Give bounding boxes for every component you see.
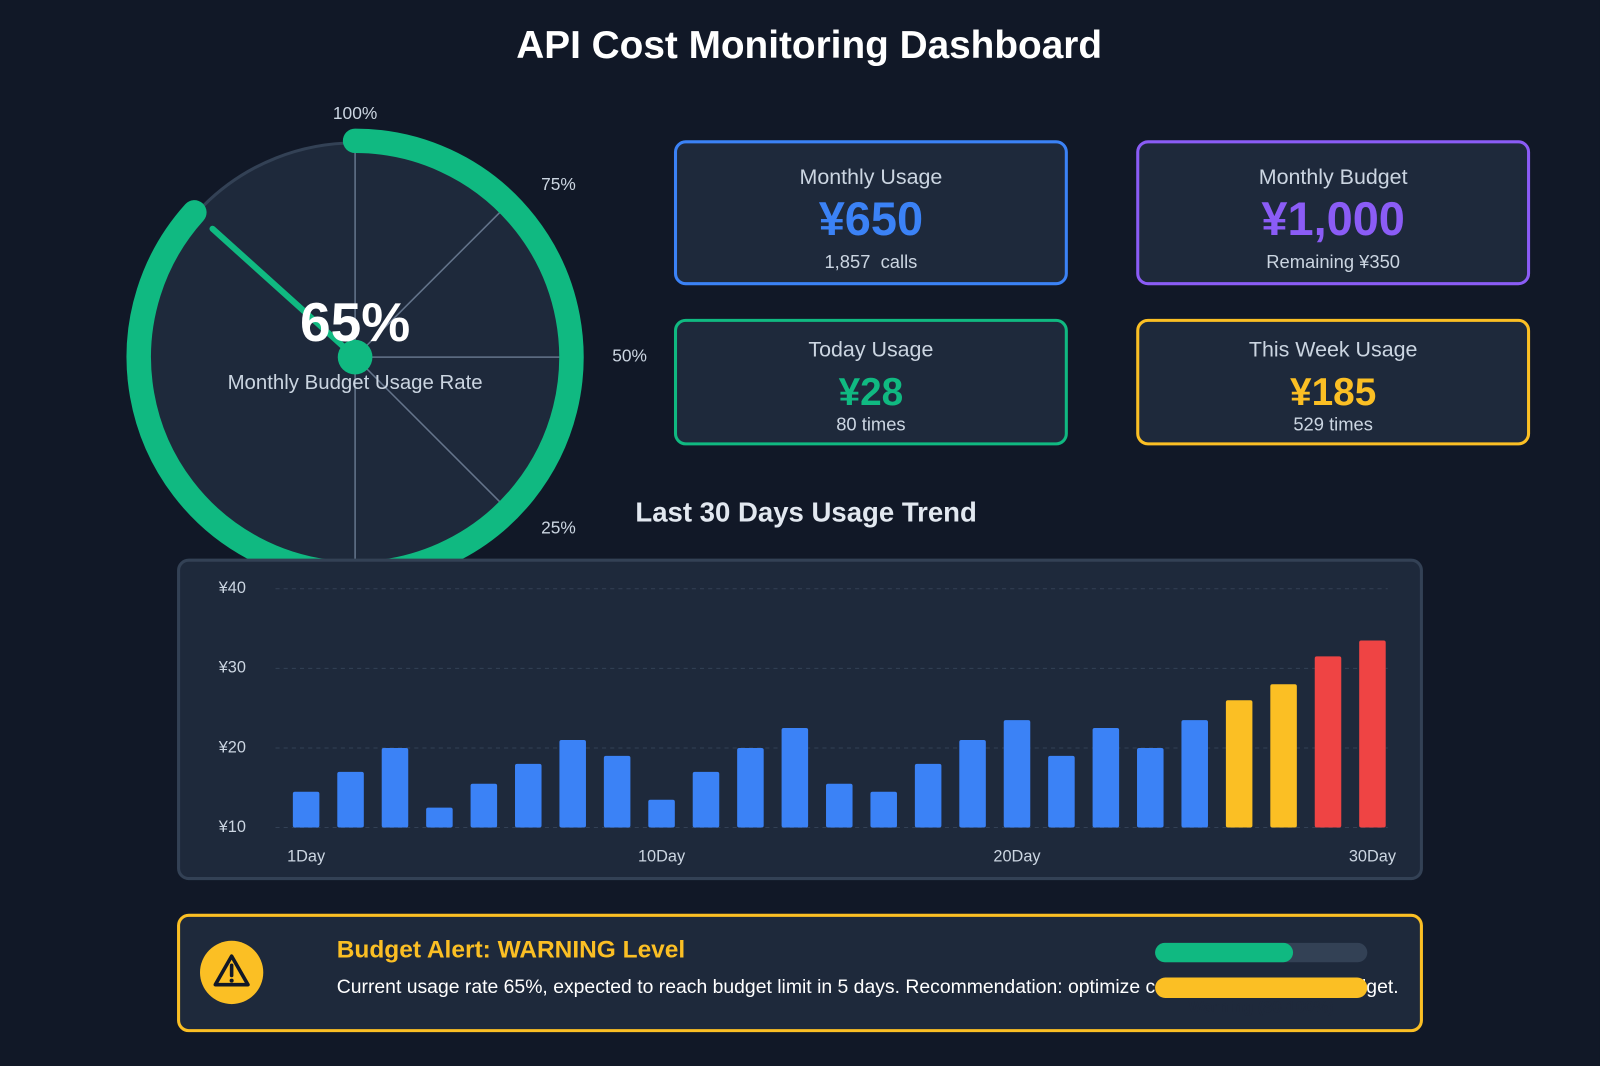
card-value: ¥1,000 xyxy=(1261,193,1405,245)
card-title: This Week Usage xyxy=(1249,338,1418,362)
bar xyxy=(737,747,764,828)
alert-title: Budget Alert: WARNING Level xyxy=(337,936,685,963)
bar xyxy=(1048,755,1075,828)
card-detail: 1,857 calls xyxy=(824,251,917,272)
bar xyxy=(959,739,986,828)
card-value: ¥28 xyxy=(839,371,904,414)
chart-title: Last 30 Days Usage Trend xyxy=(635,497,976,528)
x-tick-label: 20Day xyxy=(993,847,1041,865)
card-title: Monthly Budget xyxy=(1259,165,1408,189)
gauge-value: 65% xyxy=(300,291,410,353)
x-tick-label: 30Day xyxy=(1349,847,1397,865)
x-tick-label: 1Day xyxy=(287,847,326,865)
summary-cards: Monthly Usage ¥650 1,857 calls Monthly Budg… xyxy=(673,140,1531,446)
bar xyxy=(1314,656,1342,828)
bar xyxy=(337,771,364,828)
gauge-arc xyxy=(126,128,584,560)
bar xyxy=(559,739,586,828)
progress-fill xyxy=(1155,942,1294,963)
warning-label: Warning (80-100%) xyxy=(1189,998,1334,1016)
gauge-hub xyxy=(337,339,373,375)
card-detail: 80 times xyxy=(836,413,905,434)
stat-card xyxy=(673,318,1068,446)
bar xyxy=(515,763,542,828)
card-title: Today Usage xyxy=(808,338,933,362)
bar xyxy=(1092,728,1120,828)
card-value: ¥650 xyxy=(819,193,923,245)
gauge-needle xyxy=(209,225,359,361)
gauge-spoke xyxy=(354,356,506,508)
card-value: ¥185 xyxy=(1290,371,1376,414)
gauge-label: Monthly Budget Usage Rate xyxy=(228,372,483,394)
bar xyxy=(470,783,498,828)
bar xyxy=(826,783,853,828)
bar xyxy=(1225,700,1253,828)
y-tick-label: ¥40 xyxy=(218,579,246,597)
card-detail: 529 times xyxy=(1293,413,1373,434)
y-tick-label: ¥30 xyxy=(218,659,246,677)
bar xyxy=(914,763,942,828)
alert-icon-triangle xyxy=(213,954,250,987)
y-tick-label: ¥20 xyxy=(218,738,246,756)
bar xyxy=(692,771,720,828)
bar xyxy=(1270,684,1297,828)
alert-message: Current usage rate 65%, expected to reac… xyxy=(337,976,1399,998)
stat-card xyxy=(1136,318,1531,446)
alert-progress: Warning (80-100%) xyxy=(1155,942,1368,1016)
alert-icon-dot xyxy=(229,978,234,983)
stat-card xyxy=(673,140,1068,286)
bar xyxy=(426,807,453,828)
gauge-tick-label: 75% xyxy=(541,174,576,194)
gauge-tick-label: 50% xyxy=(612,346,647,366)
gauge-tick-label: 25% xyxy=(541,517,576,537)
alert-panel xyxy=(177,913,1423,1033)
bar xyxy=(603,755,631,828)
gauge: 100% 75% 50% 25% 65% Monthly Budget Usage Rat… xyxy=(126,103,647,560)
x-tick-label: 10Day xyxy=(638,847,686,865)
y-tick-label: ¥10 xyxy=(218,818,246,836)
bar xyxy=(1359,640,1386,828)
stat-card xyxy=(1136,140,1531,286)
gauge-spoke xyxy=(354,206,506,358)
bar xyxy=(1003,720,1031,828)
card-detail: Remaining ¥350 xyxy=(1266,251,1400,272)
bar-chart: ¥10 ¥20 ¥30 ¥40 1Day 10Day 20Day 30Day xyxy=(218,579,1397,865)
bar xyxy=(648,799,675,828)
bar xyxy=(1137,747,1164,828)
bar xyxy=(870,791,897,828)
card-title: Monthly Usage xyxy=(800,165,943,189)
page-title: API Cost Monitoring Dashboard xyxy=(516,24,1102,67)
bar xyxy=(1181,720,1208,828)
bar xyxy=(781,728,809,828)
warning-band xyxy=(1155,977,1368,998)
gauge-tick-label: 100% xyxy=(333,103,377,123)
bar xyxy=(381,747,409,828)
bar xyxy=(292,791,320,828)
